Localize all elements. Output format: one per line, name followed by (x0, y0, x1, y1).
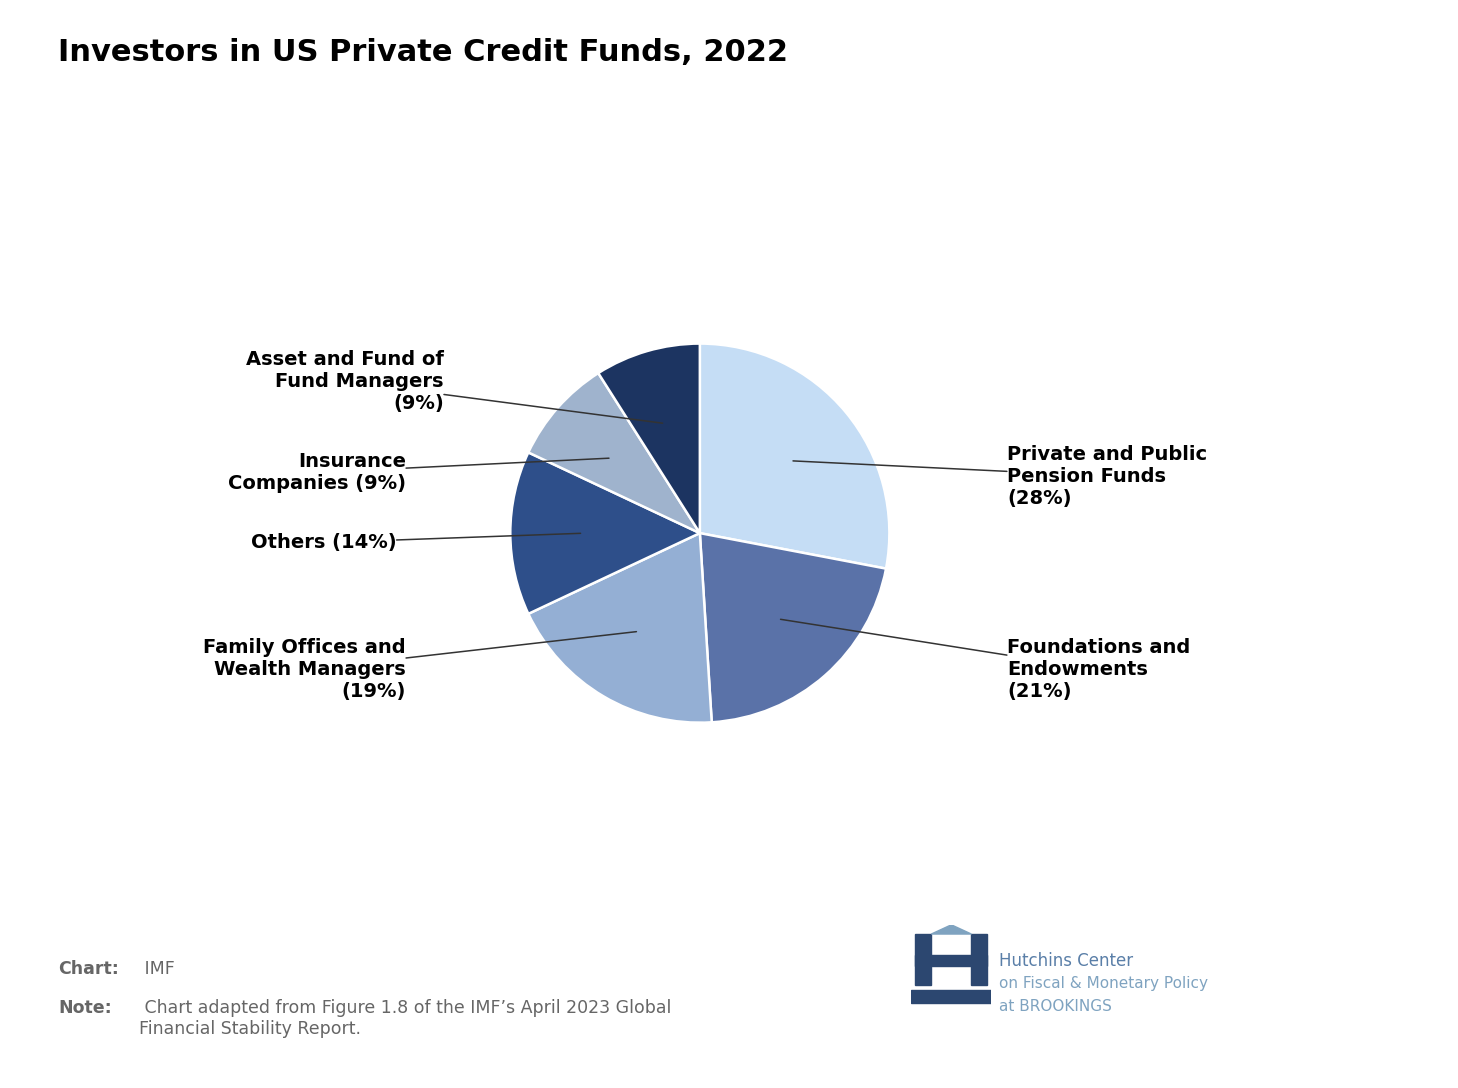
Bar (916, 934, 932, 985)
Text: Private and Public
Pension Funds
(28%): Private and Public Pension Funds (28%) (793, 445, 1207, 508)
Text: Insurance
Companies (9%): Insurance Companies (9%) (227, 452, 609, 493)
Bar (916, 955, 987, 966)
Text: Family Offices and
Wealth Managers
(19%): Family Offices and Wealth Managers (19%) (204, 632, 637, 701)
Text: Foundations and
Endowments
(21%): Foundations and Endowments (21%) (780, 619, 1190, 701)
Text: on Fiscal & Monetary Policy: on Fiscal & Monetary Policy (999, 976, 1207, 991)
Text: Investors in US Private Credit Funds, 2022: Investors in US Private Credit Funds, 20… (58, 38, 789, 67)
Text: Others (14%): Others (14%) (251, 533, 580, 552)
Bar (971, 934, 987, 985)
Text: Hutchins Center: Hutchins Center (999, 952, 1133, 970)
Text: Note:: Note: (58, 999, 112, 1017)
Text: at BROOKINGS: at BROOKINGS (999, 999, 1111, 1014)
Wedge shape (700, 344, 889, 569)
Text: IMF: IMF (139, 960, 175, 978)
Polygon shape (932, 925, 971, 934)
Bar (911, 990, 991, 1003)
Text: Asset and Fund of
Fund Managers
(9%): Asset and Fund of Fund Managers (9%) (246, 350, 662, 423)
Wedge shape (510, 453, 700, 614)
Wedge shape (700, 533, 886, 722)
Wedge shape (598, 344, 700, 533)
Wedge shape (528, 533, 712, 722)
Wedge shape (528, 373, 700, 533)
Text: Chart adapted from Figure 1.8 of the IMF’s April 2023 Global
Financial Stability: Chart adapted from Figure 1.8 of the IMF… (139, 999, 671, 1038)
Text: Chart:: Chart: (58, 960, 120, 978)
